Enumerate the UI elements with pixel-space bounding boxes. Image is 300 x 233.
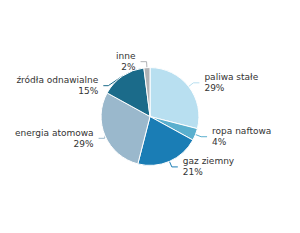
svg-text:4%: 4% xyxy=(212,137,227,147)
svg-text:ropa naftowa: ropa naftowa xyxy=(212,126,271,136)
svg-text:paliwa stałe: paliwa stałe xyxy=(204,72,258,82)
svg-text:2%: 2% xyxy=(121,62,136,72)
svg-text:21%: 21% xyxy=(183,167,203,177)
svg-text:inne: inne xyxy=(116,51,136,61)
svg-text:energia atomowa: energia atomowa xyxy=(15,128,94,138)
svg-text:29%: 29% xyxy=(74,139,94,149)
svg-text:15%: 15% xyxy=(78,86,98,96)
svg-text:źródła odnawialne: źródła odnawialne xyxy=(16,75,98,85)
svg-text:29%: 29% xyxy=(204,83,224,93)
svg-text:gaz ziemny: gaz ziemny xyxy=(183,156,235,166)
